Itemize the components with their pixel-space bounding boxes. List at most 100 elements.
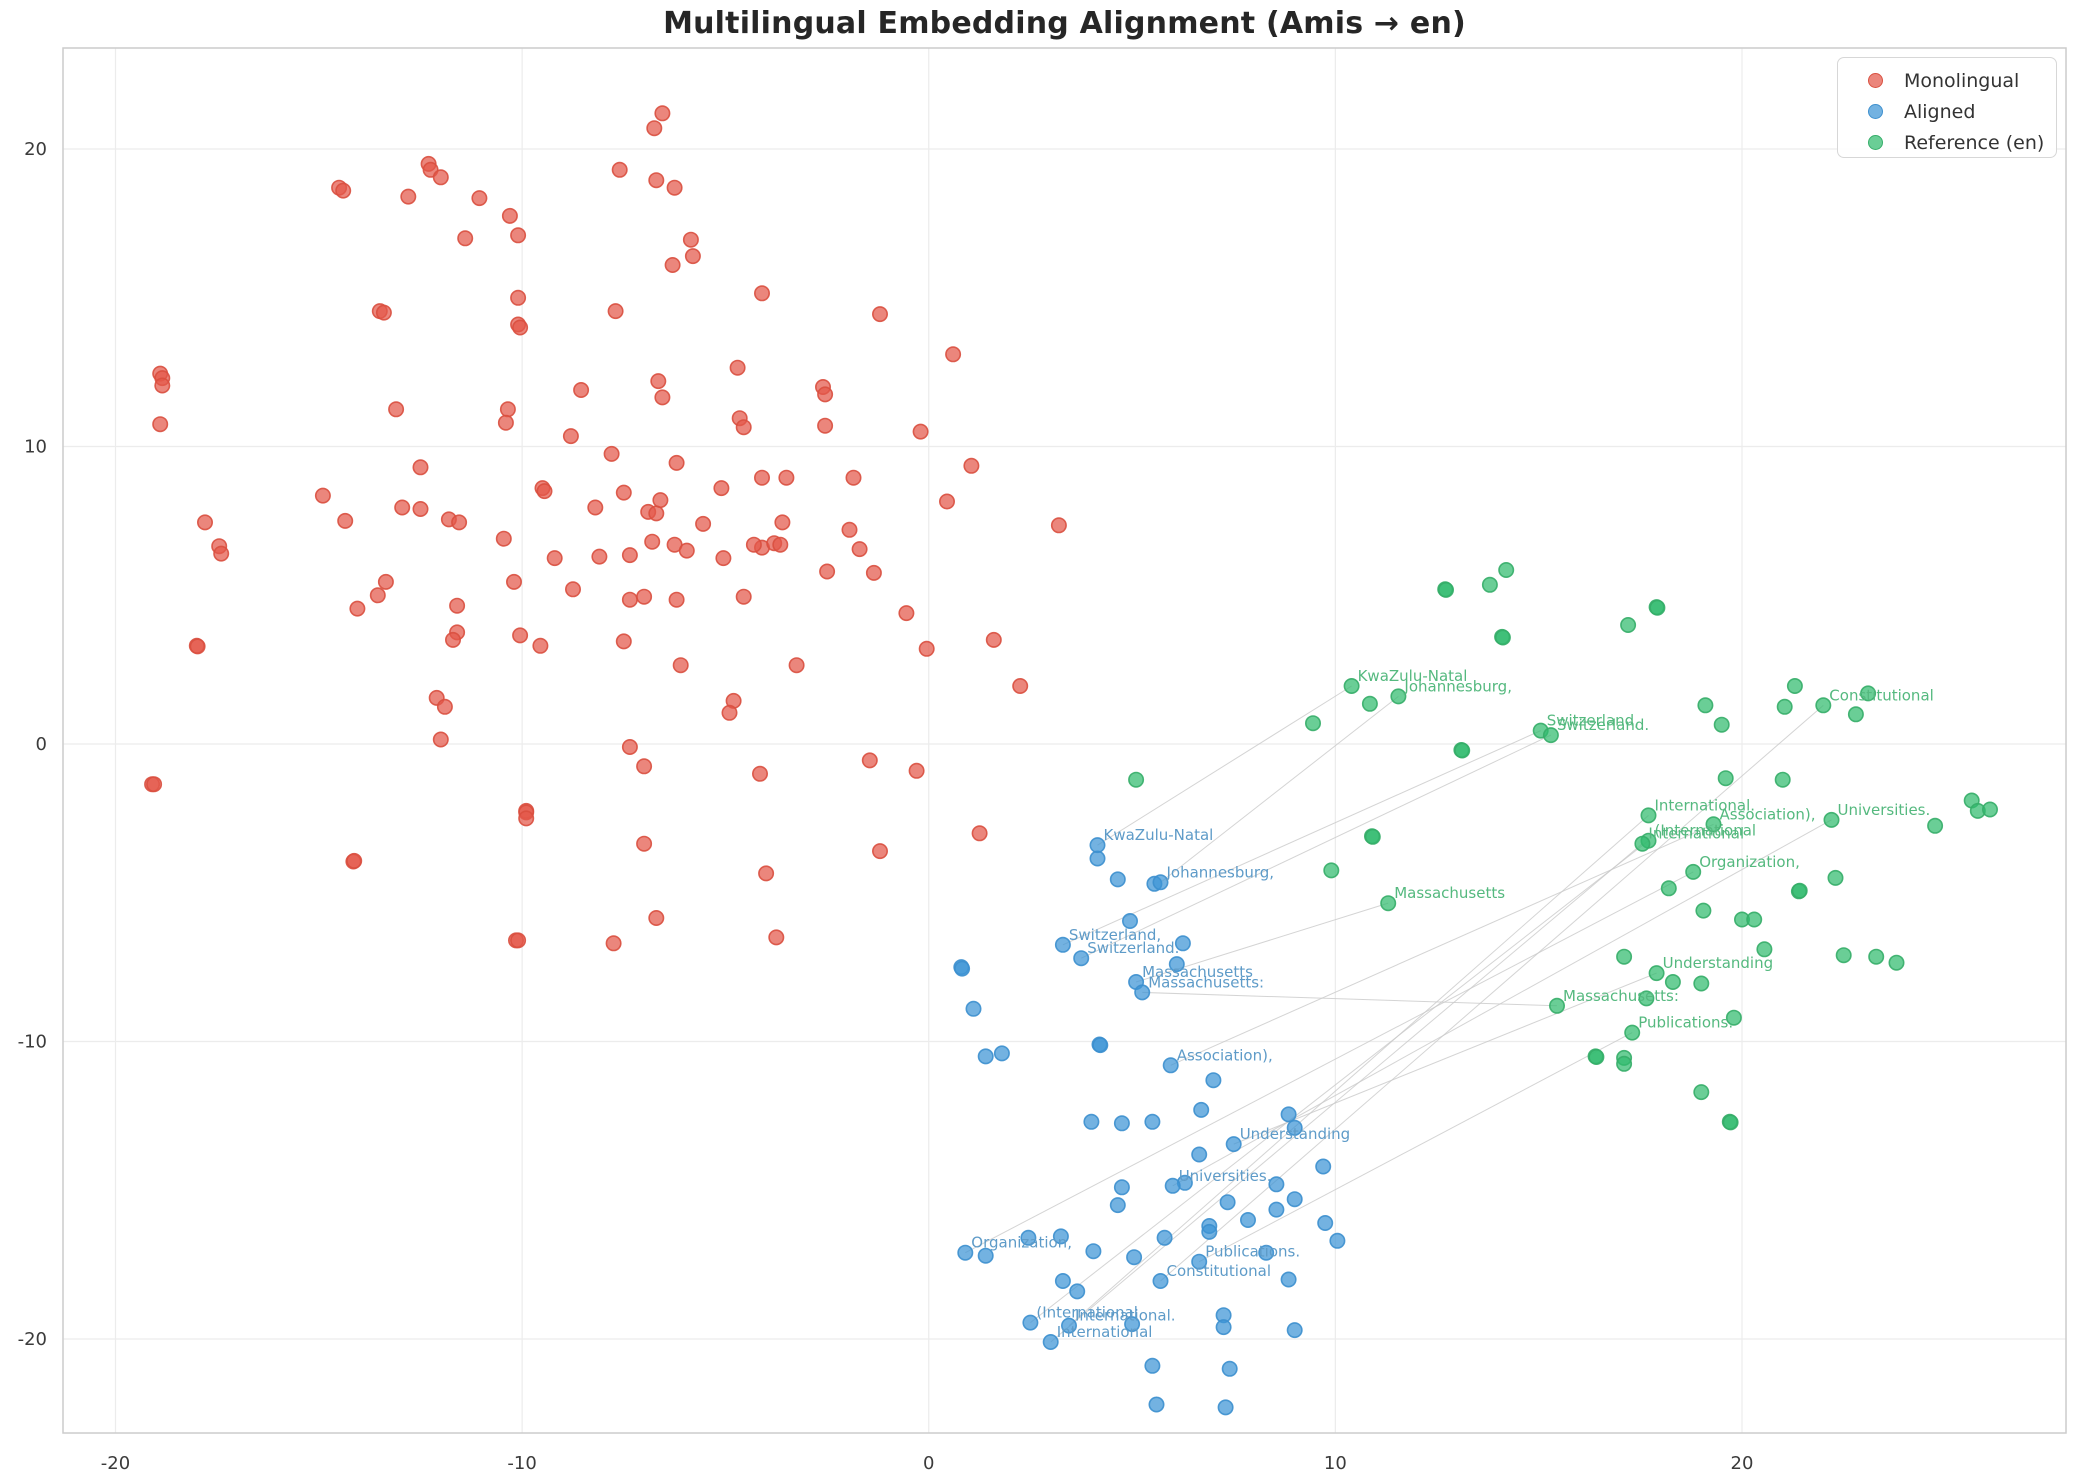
- point-annotation: Massachusetts:: [1148, 973, 1264, 991]
- scatter-point-monolingual: [518, 810, 535, 827]
- scatter-point-reference-en: [1786, 677, 1803, 694]
- scatter-point-monolingual: [729, 359, 746, 376]
- scatter-point-reference-en: [1868, 948, 1885, 965]
- scatter-point-monolingual: [436, 698, 453, 715]
- scatter-point-reference-en: [1827, 869, 1844, 886]
- scatter-point-monolingual: [497, 414, 514, 431]
- scatter-point-monolingual: [678, 542, 695, 559]
- scatter-point-monolingual: [546, 550, 563, 567]
- scatter-point-monolingual: [648, 172, 665, 189]
- scatter-point-monolingual: [778, 469, 795, 486]
- legend-label-aligned: Aligned: [1904, 100, 1976, 123]
- scatter-point-aligned: [1191, 1253, 1208, 1270]
- scatter-point-monolingual: [684, 248, 701, 265]
- point-annotation: Switzerland,: [1069, 926, 1161, 944]
- scatter-point-aligned: [1089, 850, 1106, 867]
- scatter-point-monolingual: [648, 505, 665, 522]
- scatter-point-monolingual: [636, 835, 653, 852]
- scatter-point-monolingual: [654, 105, 671, 122]
- scatter-point-aligned: [1148, 1396, 1165, 1413]
- scatter-point-monolingual: [871, 843, 888, 860]
- scatter-point-reference-en: [1847, 706, 1864, 723]
- legend-item-monolingual: Monolingual: [1838, 65, 2056, 96]
- y-tick-label: -10: [18, 1032, 47, 1053]
- scatter-point-aligned: [1174, 935, 1191, 952]
- scatter-point-reference-en: [1860, 685, 1877, 702]
- scatter-point-monolingual: [985, 631, 1002, 648]
- point-annotation: Massachusetts: [1142, 963, 1253, 981]
- scatter-point-aligned: [1217, 1399, 1234, 1416]
- scatter-point-monolingual: [499, 401, 516, 418]
- scatter-point-reference-en: [1725, 1009, 1742, 1026]
- point-annotation: Association),: [1177, 1046, 1273, 1064]
- scatter-point-reference-en: [1717, 770, 1734, 787]
- scatter-point-reference-en: [1481, 576, 1498, 593]
- scatter-point-aligned: [1221, 1360, 1238, 1377]
- x-tick-label: 20: [1731, 1453, 1754, 1474]
- alignment-link: [1170, 823, 1714, 1066]
- scatter-point-monolingual: [666, 179, 683, 196]
- point-annotation: International.: [1075, 1307, 1176, 1325]
- scatter-point-reference-en: [1693, 975, 1710, 992]
- scatter-point-monolingual: [471, 190, 488, 207]
- scatter-point-reference-en: [1927, 817, 1944, 834]
- scatter-point-aligned: [1268, 1176, 1285, 1193]
- point-annotation: International: [1057, 1323, 1153, 1341]
- scatter-point-monolingual: [817, 417, 834, 434]
- scatter-point-reference-en: [1791, 882, 1808, 899]
- scatter-point-aligned: [1054, 936, 1071, 953]
- scatter-point-monolingual: [388, 401, 405, 418]
- scatter-point-aligned: [1126, 1249, 1143, 1266]
- scatter-point-monolingual: [758, 865, 775, 882]
- scatter-point-aligned: [1069, 1283, 1086, 1300]
- scatter-point-reference-en: [1815, 697, 1832, 714]
- scatter-point-reference-en: [1756, 941, 1773, 958]
- chart-title: Multilingual Embedding Alignment (Amis →…: [663, 6, 1466, 41]
- point-annotation: Publications.: [1638, 1014, 1733, 1032]
- scatter-point-aligned: [1109, 871, 1126, 888]
- x-tick-label: 10: [1324, 1453, 1347, 1474]
- scatter-point-monolingual: [735, 588, 752, 605]
- x-tick-label: -20: [101, 1453, 130, 1474]
- scatter-point-monolingual: [713, 480, 730, 497]
- scatter-point-monolingual: [644, 533, 661, 550]
- point-annotation: International.: [1655, 796, 1756, 814]
- scatter-point-aligned: [1164, 1177, 1181, 1194]
- point-annotation: Organization,: [1699, 853, 1800, 871]
- plot-border: [62, 47, 2067, 1434]
- scatter-point-monolingual: [335, 182, 352, 199]
- scatter-point-aligned: [1286, 1191, 1303, 1208]
- x-tick-label: -10: [507, 1453, 536, 1474]
- legend: Monolingual Aligned Reference (en): [1837, 57, 2057, 158]
- alignment-link: [1198, 1032, 1633, 1263]
- scatter-point-reference-en: [1542, 727, 1559, 744]
- scatter-point-reference-en: [1713, 716, 1730, 733]
- scatter-point-monolingual: [346, 852, 363, 869]
- scatter-point-reference-en: [1624, 1024, 1641, 1041]
- scatter-point-reference-en: [1620, 616, 1637, 633]
- scatter-point-monolingual: [337, 512, 354, 529]
- alignment-link: [1062, 730, 1541, 946]
- scatter-point-aligned: [954, 960, 971, 977]
- legend-label-monolingual: Monolingual: [1904, 69, 2020, 92]
- scatter-point-monolingual: [621, 738, 638, 755]
- scatter-point-reference-en: [1774, 771, 1791, 788]
- scatter-point-aligned: [1054, 1273, 1071, 1290]
- scatter-point-reference-en: [1128, 771, 1145, 788]
- scatter-point-aligned: [1022, 1314, 1039, 1331]
- scatter-point-monolingual: [451, 514, 468, 531]
- scatter-point-monolingual: [668, 591, 685, 608]
- scatter-point-monolingual: [912, 423, 929, 440]
- scatter-point-aligned: [1219, 1194, 1236, 1211]
- scatter-point-reference-en: [1648, 965, 1665, 982]
- scatter-point-monolingual: [1050, 517, 1067, 534]
- scatter-point-monolingual: [495, 530, 512, 547]
- scatter-point-monolingual: [512, 627, 529, 644]
- scatter-point-reference-en: [1693, 1084, 1710, 1101]
- scatter-point-monolingual: [314, 487, 331, 504]
- scatter-point-reference-en: [1776, 698, 1793, 715]
- scatter-point-reference-en: [1380, 895, 1397, 912]
- point-annotation: Association),: [1720, 805, 1816, 823]
